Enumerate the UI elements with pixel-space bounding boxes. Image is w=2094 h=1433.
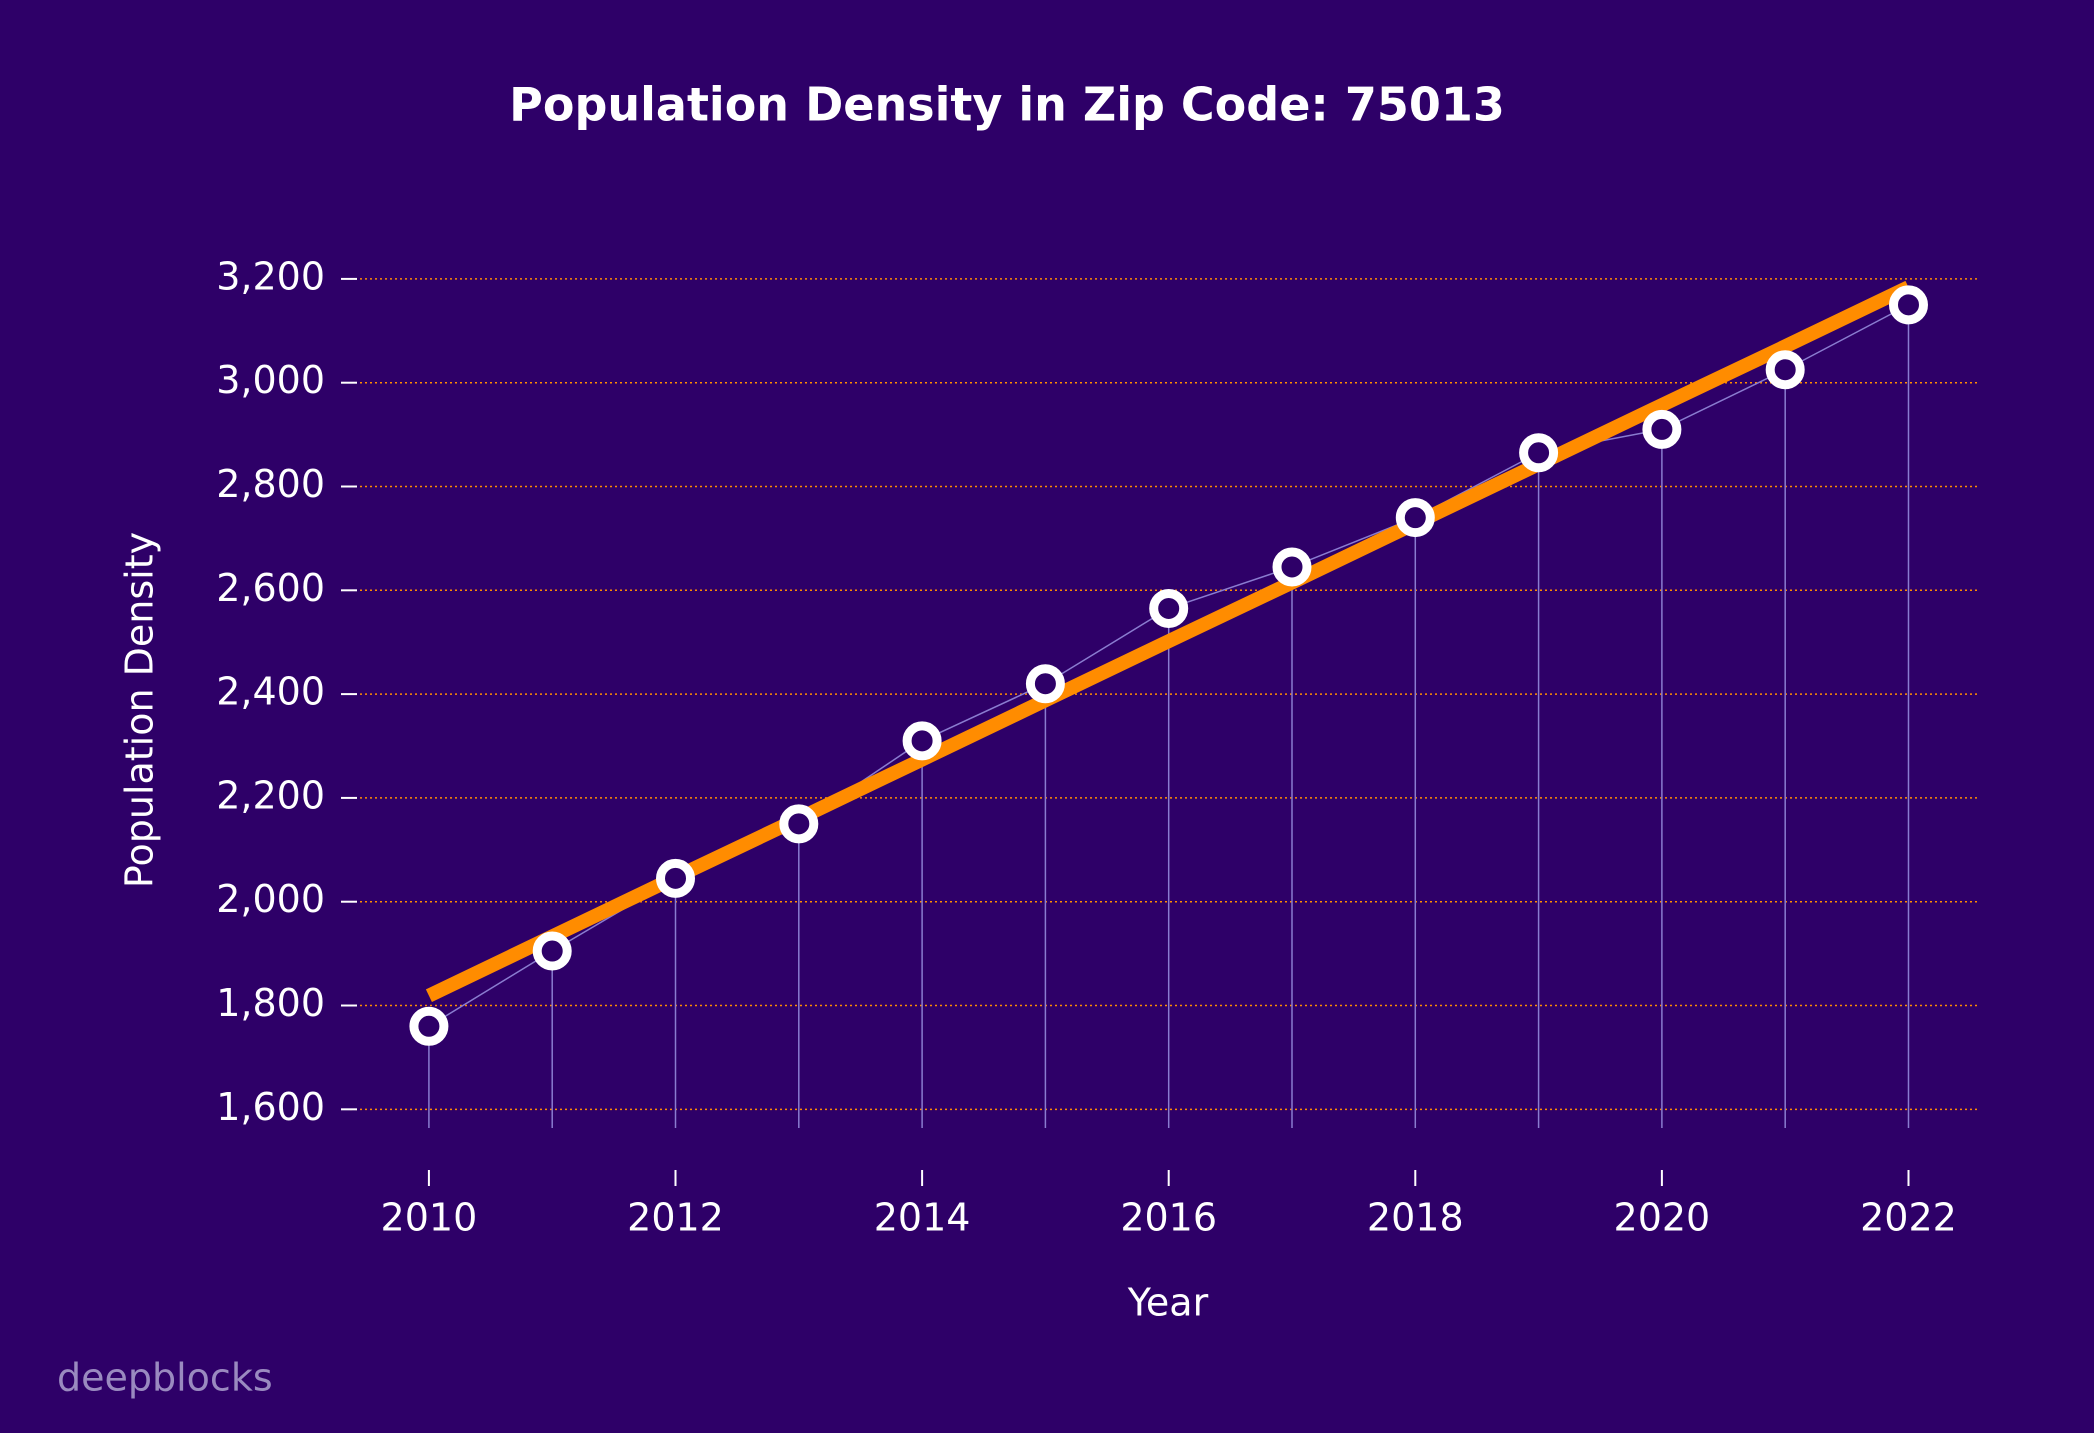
x-tick-label: 2020 <box>1614 1196 1711 1240</box>
marker <box>1025 664 1065 704</box>
y-tick-label: 3,000 <box>216 358 325 402</box>
y-axis-label: Population Density <box>118 532 162 888</box>
y-tick-label: 2,600 <box>216 566 325 610</box>
chart-title: Population Density in Zip Code: 75013 <box>509 78 1505 132</box>
x-tick-label: 2012 <box>627 1196 724 1240</box>
marker <box>1149 588 1189 628</box>
marker <box>1395 498 1435 538</box>
marker <box>532 931 572 971</box>
x-tick-label: 2010 <box>381 1196 478 1240</box>
y-tick-label: 2,000 <box>216 877 325 921</box>
marker <box>779 804 819 844</box>
watermark: deepblocks <box>57 1356 273 1400</box>
y-tick-label: 1,800 <box>216 981 325 1025</box>
marker <box>1642 409 1682 449</box>
marker <box>1765 350 1805 390</box>
y-tick-label: 1,600 <box>216 1085 325 1129</box>
marker <box>409 1006 449 1046</box>
marker <box>1519 433 1559 473</box>
x-tick-label: 2022 <box>1860 1196 1957 1240</box>
marker <box>1888 285 1928 325</box>
y-tick-label: 2,200 <box>216 773 325 817</box>
x-tick-label: 2018 <box>1367 1196 1464 1240</box>
x-tick-label: 2016 <box>1120 1196 1217 1240</box>
x-tick-label: 2014 <box>874 1196 971 1240</box>
marker <box>656 858 696 898</box>
y-tick-label: 2,400 <box>216 670 325 714</box>
x-axis-label: Year <box>1127 1281 1209 1325</box>
marker <box>902 721 942 761</box>
y-tick-label: 3,200 <box>216 254 325 298</box>
y-tick-label: 2,800 <box>216 462 325 506</box>
marker <box>1272 547 1312 587</box>
